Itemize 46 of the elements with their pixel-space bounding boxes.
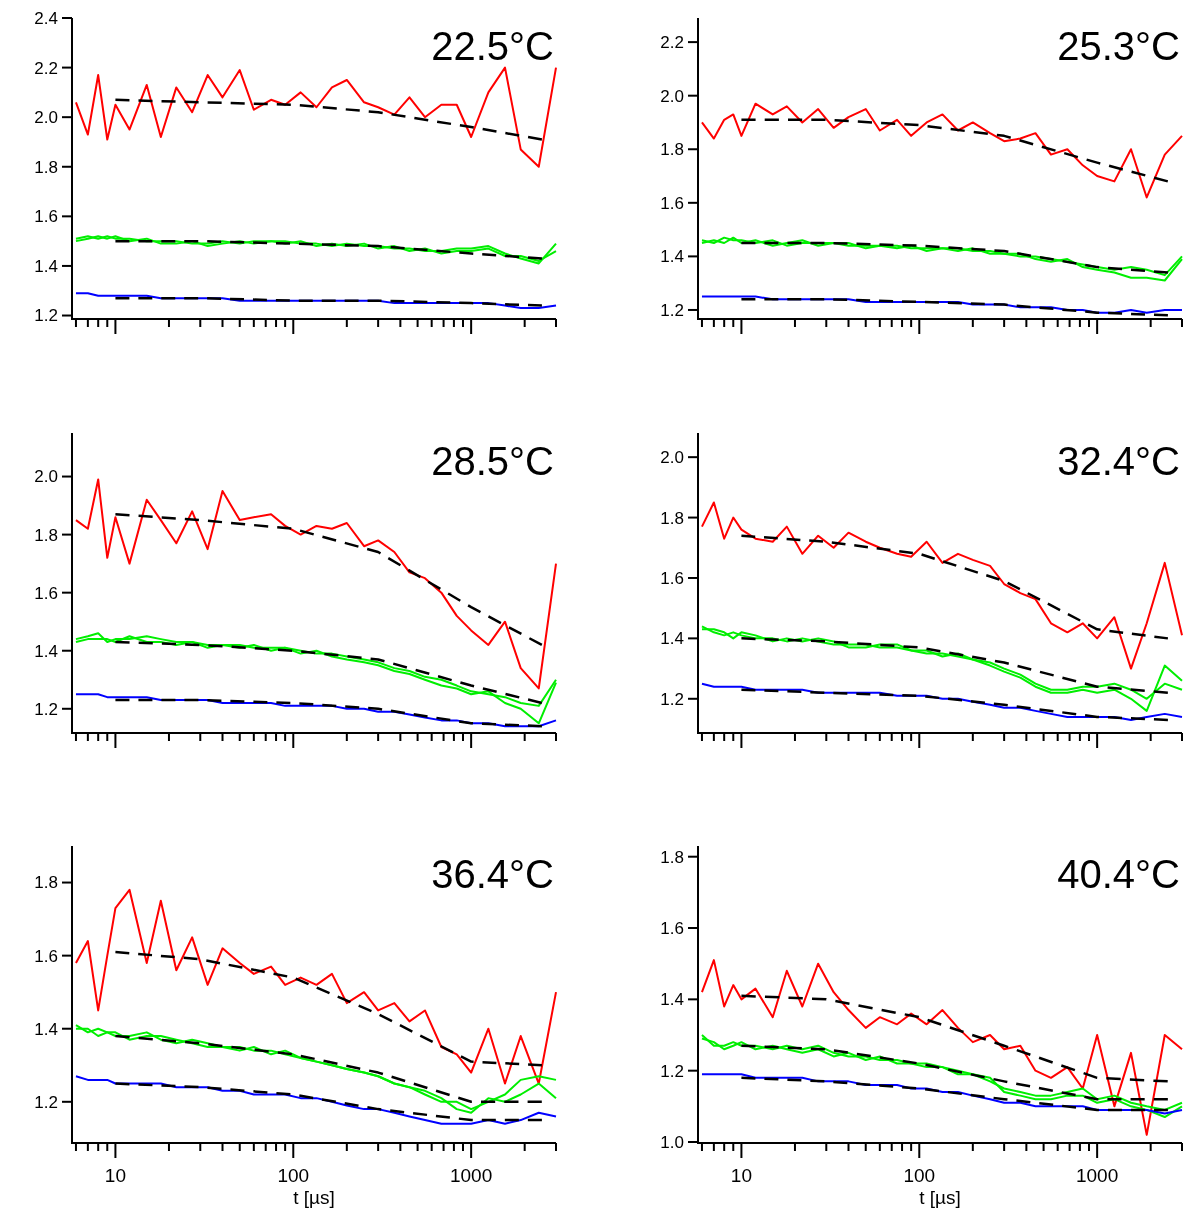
y-tick-label: 1.6 <box>34 207 58 227</box>
y-tick-label: 1.2 <box>660 689 684 709</box>
y-tick-label: 1.2 <box>660 300 684 320</box>
chart-title: 28.5°C <box>431 439 554 483</box>
y-tick-label: 1.6 <box>660 193 684 213</box>
chart-title: 32.4°C <box>1057 439 1180 483</box>
y-tick-label: 1.8 <box>34 157 58 177</box>
y-tick-label: 1.4 <box>660 247 684 267</box>
y-tick-label: 2.0 <box>34 467 58 487</box>
y-tick-label: 1.4 <box>660 629 684 649</box>
y-tick-label: 1.4 <box>34 1019 58 1039</box>
y-tick-label: 1.6 <box>660 918 684 938</box>
y-tick-label: 2.0 <box>660 448 684 468</box>
x-tick-label: 10 <box>104 1165 126 1186</box>
chart-title: 36.4°C <box>431 852 554 896</box>
y-tick-label: 1.8 <box>660 508 684 528</box>
x-tick-label: 10 <box>730 1165 752 1186</box>
y-tick-label: 1.8 <box>660 140 684 160</box>
y-tick-label: 1.6 <box>34 946 58 966</box>
y-tick-label: 1.2 <box>34 1092 58 1112</box>
x-axis-title: t [µs] <box>919 1187 961 1208</box>
y-tick-label: 2.0 <box>660 86 684 106</box>
y-tick-label: 2.2 <box>34 58 58 78</box>
y-tick-label: 2.2 <box>660 33 684 53</box>
x-tick-label: 100 <box>277 1165 310 1186</box>
y-tick-label: 2.4 <box>34 8 58 28</box>
x-axis-title: t [µs] <box>293 1187 335 1208</box>
x-tick-label: 100 <box>903 1165 936 1186</box>
chart-title: 40.4°C <box>1057 852 1180 896</box>
y-tick-label: 1.2 <box>660 1061 684 1081</box>
y-tick-label: 1.4 <box>34 641 58 661</box>
y-tick-label: 1.6 <box>660 568 684 588</box>
y-tick-label: 1.2 <box>34 699 58 719</box>
y-tick-label: 1.2 <box>34 306 58 326</box>
y-tick-label: 1.8 <box>660 847 684 867</box>
y-tick-label: 1.8 <box>34 873 58 893</box>
chart-title: 22.5°C <box>431 24 554 68</box>
y-tick-label: 1.0 <box>660 1132 684 1152</box>
y-tick-label: 1.6 <box>34 583 58 603</box>
x-tick-label: 1000 <box>1076 1165 1119 1186</box>
x-tick-label: 1000 <box>450 1165 493 1186</box>
y-tick-label: 1.8 <box>34 525 58 545</box>
y-tick-label: 1.4 <box>34 256 58 276</box>
y-tick-label: 2.0 <box>34 108 58 128</box>
y-tick-label: 1.4 <box>660 990 684 1010</box>
chart-title: 25.3°C <box>1057 24 1180 68</box>
